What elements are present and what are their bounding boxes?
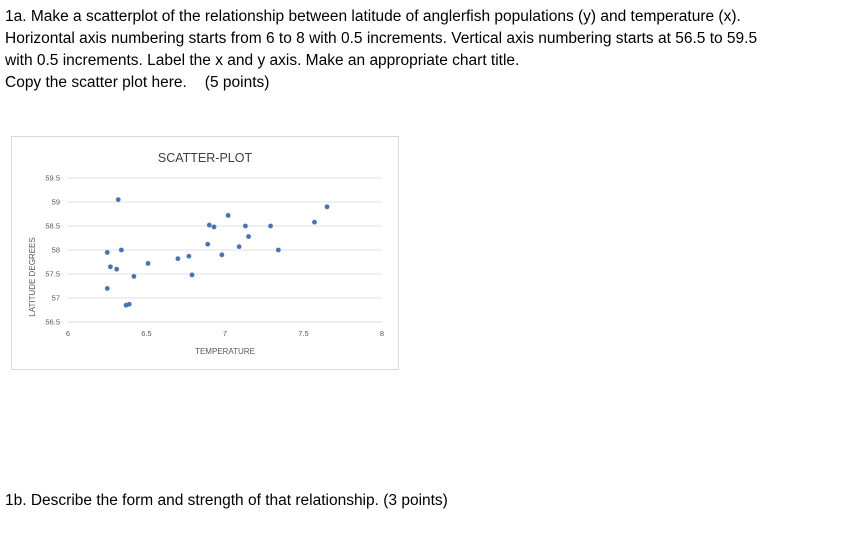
data-point (115, 197, 121, 202)
scatter-chart-svg: SCATTER-PLOT 56.5 57 57.5 58 58.5 59 59.5 6 6.5… (28, 151, 384, 356)
x-tick-label: 7 (223, 329, 227, 338)
x-tick-label: 6.5 (141, 329, 151, 338)
data-point (312, 219, 317, 225)
question-1a-instruction: Copy the scatter plot here. (5, 74, 187, 91)
x-tick-label: 7.5 (298, 329, 308, 338)
data-point (324, 204, 330, 210)
data-point (268, 223, 273, 229)
data-point (175, 256, 181, 262)
data-point (205, 241, 211, 247)
data-point (225, 213, 231, 218)
question-1b: 1b. Describe the form and strength of th… (5, 492, 448, 509)
data-point (206, 222, 212, 228)
question-1a-points: (5 points) (204, 74, 270, 91)
y-tick-label: 56.5 (45, 318, 60, 327)
y-tick-label: 59 (52, 198, 60, 207)
question-1a-line-2: Horizontal axis numbering starts from 6 … (5, 30, 758, 47)
y-tick-label: 58.5 (45, 222, 60, 231)
chart-title: SCATTER-PLOT (158, 151, 253, 165)
chart-gridlines (68, 177, 382, 299)
data-point (211, 224, 217, 230)
question-1a: 1a. Make a scatterplot of the relationsh… (5, 6, 835, 94)
data-point (114, 266, 120, 272)
question-1a-line-4: Copy the scatter plot here. (5 points) (5, 72, 835, 94)
x-tick-labels: 6 6.5 7 7.5 8 (66, 329, 384, 338)
y-tick-label: 57.5 (45, 270, 60, 279)
question-1a-line-3: with 0.5 increments. Label the x and y a… (5, 52, 520, 69)
x-tick-label: 6 (66, 329, 70, 338)
y-tick-label: 58 (52, 246, 60, 255)
data-point (118, 247, 124, 253)
scatter-chart: SCATTER-PLOT 56.5 57 57.5 58 58.5 59 59.5 6 6.5… (11, 136, 399, 370)
data-point (236, 244, 242, 250)
data-point (275, 247, 281, 253)
data-point (104, 286, 110, 291)
x-axis-title: TEMPERATURE (195, 347, 255, 356)
y-tick-labels: 56.5 57 57.5 58 58.5 59 59.5 (45, 174, 60, 327)
data-point (243, 223, 248, 229)
data-point (104, 250, 110, 255)
y-axis-title: LATITUDE DEGREES (28, 237, 37, 316)
data-point (189, 272, 195, 278)
y-tick-label: 59.5 (45, 174, 60, 183)
data-point (126, 301, 132, 307)
data-point (219, 252, 225, 258)
data-point (145, 261, 151, 266)
chart-points (104, 197, 330, 308)
x-tick-label: 8 (380, 329, 384, 338)
question-1a-line-1: 1a. Make a scatterplot of the relationsh… (5, 8, 741, 25)
data-point (107, 264, 113, 270)
data-point (131, 274, 137, 279)
data-point (246, 234, 251, 239)
data-point (186, 253, 192, 259)
y-tick-label: 57 (52, 294, 60, 303)
